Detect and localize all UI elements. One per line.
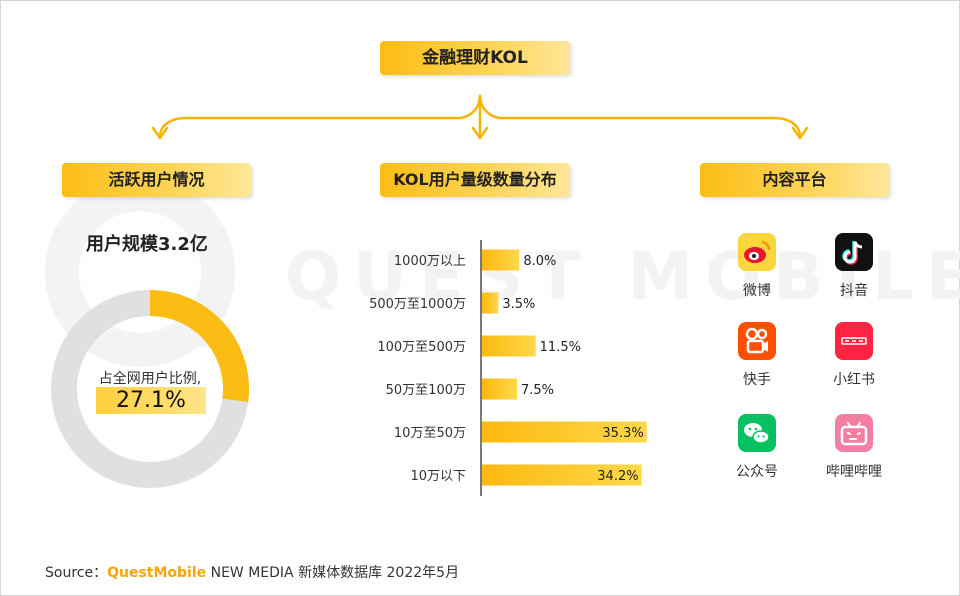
bar-value-label: 7.5%: [521, 383, 554, 398]
platform-bilibili[interactable]: 哔哩哔哩: [814, 414, 894, 481]
section-active-users: 活跃用户情况: [62, 163, 251, 197]
page-title: 金融理财KOL: [380, 41, 570, 75]
bar-value-label: 11.5%: [540, 340, 581, 355]
connector-arrows: [151, 94, 809, 140]
share-value: 27.1%: [116, 388, 186, 413]
donut-slice-share: [149, 290, 249, 403]
kuaishou-icon: [738, 322, 776, 360]
wechat-icon: [738, 414, 776, 452]
bar-category-label: 10万以下: [410, 469, 466, 484]
bilibili-icon: [835, 414, 873, 452]
kol-distribution-bar-chart: 1000万以上 8.0% 500万至1000万 3.5% 100万至500万 11.5% 5…: [369, 240, 647, 496]
platform-name: 小红书: [833, 372, 875, 388]
source-brand: QuestMobile: [107, 565, 207, 581]
share-donut-chart: [51, 290, 249, 488]
douyin-icon: [835, 233, 873, 271]
platform-name: 微博: [743, 283, 771, 299]
bar: [482, 292, 499, 314]
footer-source: Source：QuestMobile NEW MEDIA 新媒体数据库 2022…: [45, 562, 459, 582]
platform-xiaohongshu[interactable]: 小红书: [814, 322, 894, 389]
platform-weibo[interactable]: 微博: [717, 233, 797, 300]
weibo-icon: [738, 233, 776, 271]
bar-value-label: 3.5%: [502, 297, 535, 312]
source-label: Source：: [45, 565, 108, 581]
bar-category-label: 100万至500万: [377, 340, 466, 355]
bar: [482, 421, 647, 443]
platform-name: 哔哩哔哩: [826, 464, 882, 480]
bar-value-label: 8.0%: [523, 254, 556, 269]
platform-name: 快手: [743, 372, 771, 388]
section-kol-distribution: KOL用户量级数量分布: [380, 163, 570, 197]
source-rest: NEW MEDIA 新媒体数据库 2022年5月: [206, 565, 460, 581]
share-value-highlight: [96, 387, 206, 414]
bar-value-label: 34.2%: [597, 469, 638, 484]
bar: [482, 464, 642, 486]
bar: [482, 378, 517, 400]
xiaohongshu-icon: [835, 322, 873, 360]
bar-category-label: 500万至1000万: [369, 297, 466, 312]
bar: [482, 249, 520, 271]
platform-name: 公众号: [736, 464, 778, 480]
bar-value-label: 35.3%: [602, 426, 643, 441]
section-content-platform: 内容平台: [700, 163, 889, 197]
platform-wechat[interactable]: 公众号: [717, 414, 797, 481]
bar-category-label: 50万至100万: [386, 383, 466, 398]
platform-douyin[interactable]: 抖音: [814, 233, 894, 300]
platform-kuaishou[interactable]: 快手: [717, 322, 797, 389]
bar-category-label: 10万至50万: [394, 426, 466, 441]
share-label: 占全网用户比例,: [98, 371, 202, 387]
bar: [482, 335, 536, 357]
platform-name: 抖音: [840, 283, 868, 299]
bar-category-label: 1000万以上: [394, 254, 466, 269]
user-scale-label: 用户规模3.2亿: [86, 234, 208, 255]
